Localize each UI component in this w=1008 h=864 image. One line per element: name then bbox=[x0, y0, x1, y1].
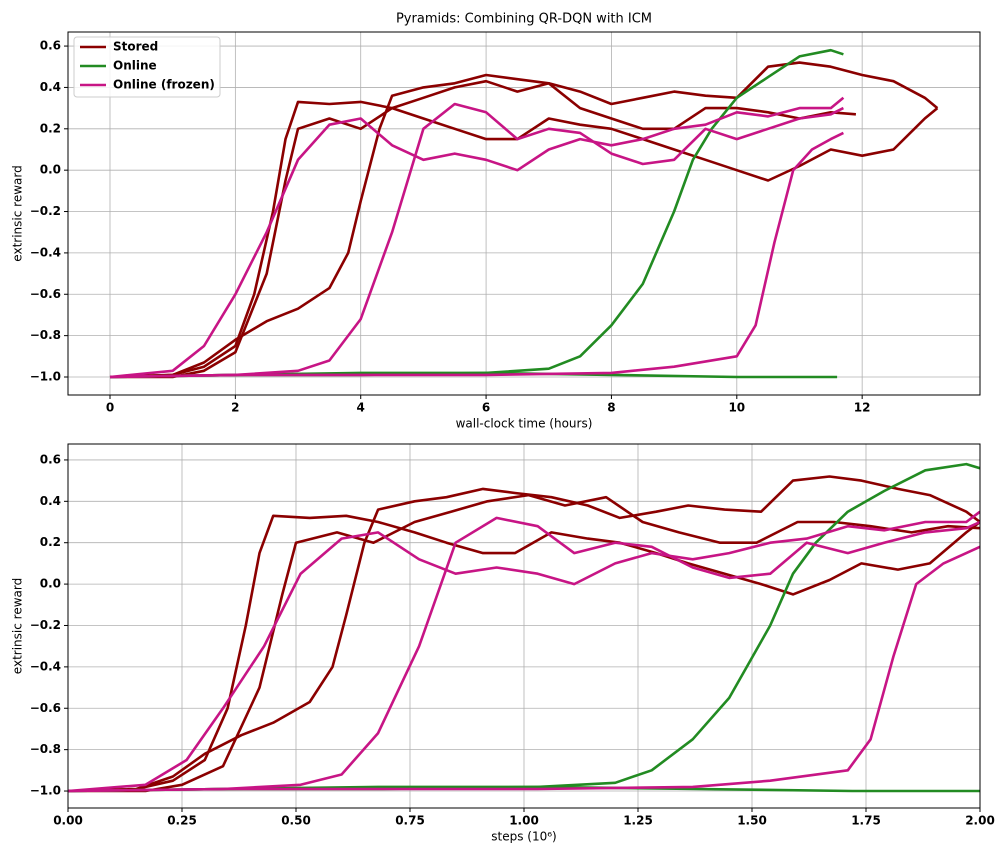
legend-label: Stored bbox=[113, 40, 158, 54]
x-tick-label: 10 bbox=[728, 401, 745, 415]
series-line bbox=[109, 102, 844, 379]
x-tick-label: 12 bbox=[854, 401, 871, 415]
y-axis-label: extrinsic reward bbox=[11, 165, 25, 261]
y-tick-label: 0.4 bbox=[40, 80, 61, 94]
legend-label: Online (frozen) bbox=[113, 78, 215, 92]
y-tick-label: −0.4 bbox=[30, 245, 61, 259]
series-line bbox=[68, 475, 980, 793]
series-line bbox=[109, 96, 845, 379]
y-tick-label: −0.6 bbox=[30, 701, 61, 715]
y-tick-label: −0.2 bbox=[30, 204, 61, 218]
legend-label: Online bbox=[113, 59, 157, 73]
series-line bbox=[109, 61, 939, 379]
series-line bbox=[68, 514, 980, 793]
y-tick-label: 0.0 bbox=[40, 163, 61, 177]
plot-frame bbox=[67, 31, 981, 396]
y-tick-label: −0.6 bbox=[30, 287, 61, 301]
series-line bbox=[68, 510, 980, 793]
x-tick-label: 0.00 bbox=[53, 814, 83, 828]
x-tick-label: 2.00 bbox=[965, 814, 995, 828]
series-line bbox=[68, 516, 980, 793]
y-tick-label: 0.2 bbox=[40, 535, 61, 549]
x-tick-label: 0.25 bbox=[167, 814, 197, 828]
y-tick-label: −0.2 bbox=[30, 618, 61, 632]
x-tick-label: 1.75 bbox=[851, 814, 881, 828]
x-tick-label: 4 bbox=[357, 401, 365, 415]
y-tick-label: −0.8 bbox=[30, 742, 61, 756]
y-axis-label: extrinsic reward bbox=[11, 578, 25, 674]
series-line bbox=[110, 79, 857, 379]
chart-title: Pyramids: Combining QR-DQN with ICM bbox=[396, 12, 652, 27]
y-tick-label: 0.6 bbox=[40, 452, 61, 466]
x-tick-label: 2 bbox=[231, 401, 239, 415]
x-tick-label: 1.25 bbox=[623, 814, 653, 828]
x-axis-label: wall-clock time (hours) bbox=[456, 417, 593, 431]
y-tick-label: 0.4 bbox=[40, 494, 61, 508]
x-tick-label: 0.75 bbox=[395, 814, 425, 828]
series-line bbox=[109, 131, 844, 379]
series-line bbox=[68, 545, 980, 793]
y-tick-label: −1.0 bbox=[30, 784, 61, 798]
x-axis-label: steps (10⁶) bbox=[491, 830, 556, 844]
x-tick-label: 1.00 bbox=[509, 814, 539, 828]
y-tick-label: 0.0 bbox=[40, 577, 61, 591]
y-tick-label: −0.8 bbox=[30, 328, 61, 342]
x-tick-label: 8 bbox=[607, 401, 615, 415]
x-tick-label: 6 bbox=[482, 401, 490, 415]
y-tick-label: 0.6 bbox=[40, 39, 61, 53]
series-line bbox=[109, 48, 844, 379]
y-tick-label: −1.0 bbox=[30, 370, 61, 384]
legend-box bbox=[73, 36, 221, 98]
x-tick-label: 0.50 bbox=[281, 814, 311, 828]
x-tick-label: 0 bbox=[106, 401, 114, 415]
y-tick-label: 0.2 bbox=[40, 121, 61, 135]
x-tick-label: 1.50 bbox=[737, 814, 767, 828]
y-tick-label: −0.4 bbox=[30, 659, 61, 673]
plot-frame bbox=[67, 443, 981, 809]
